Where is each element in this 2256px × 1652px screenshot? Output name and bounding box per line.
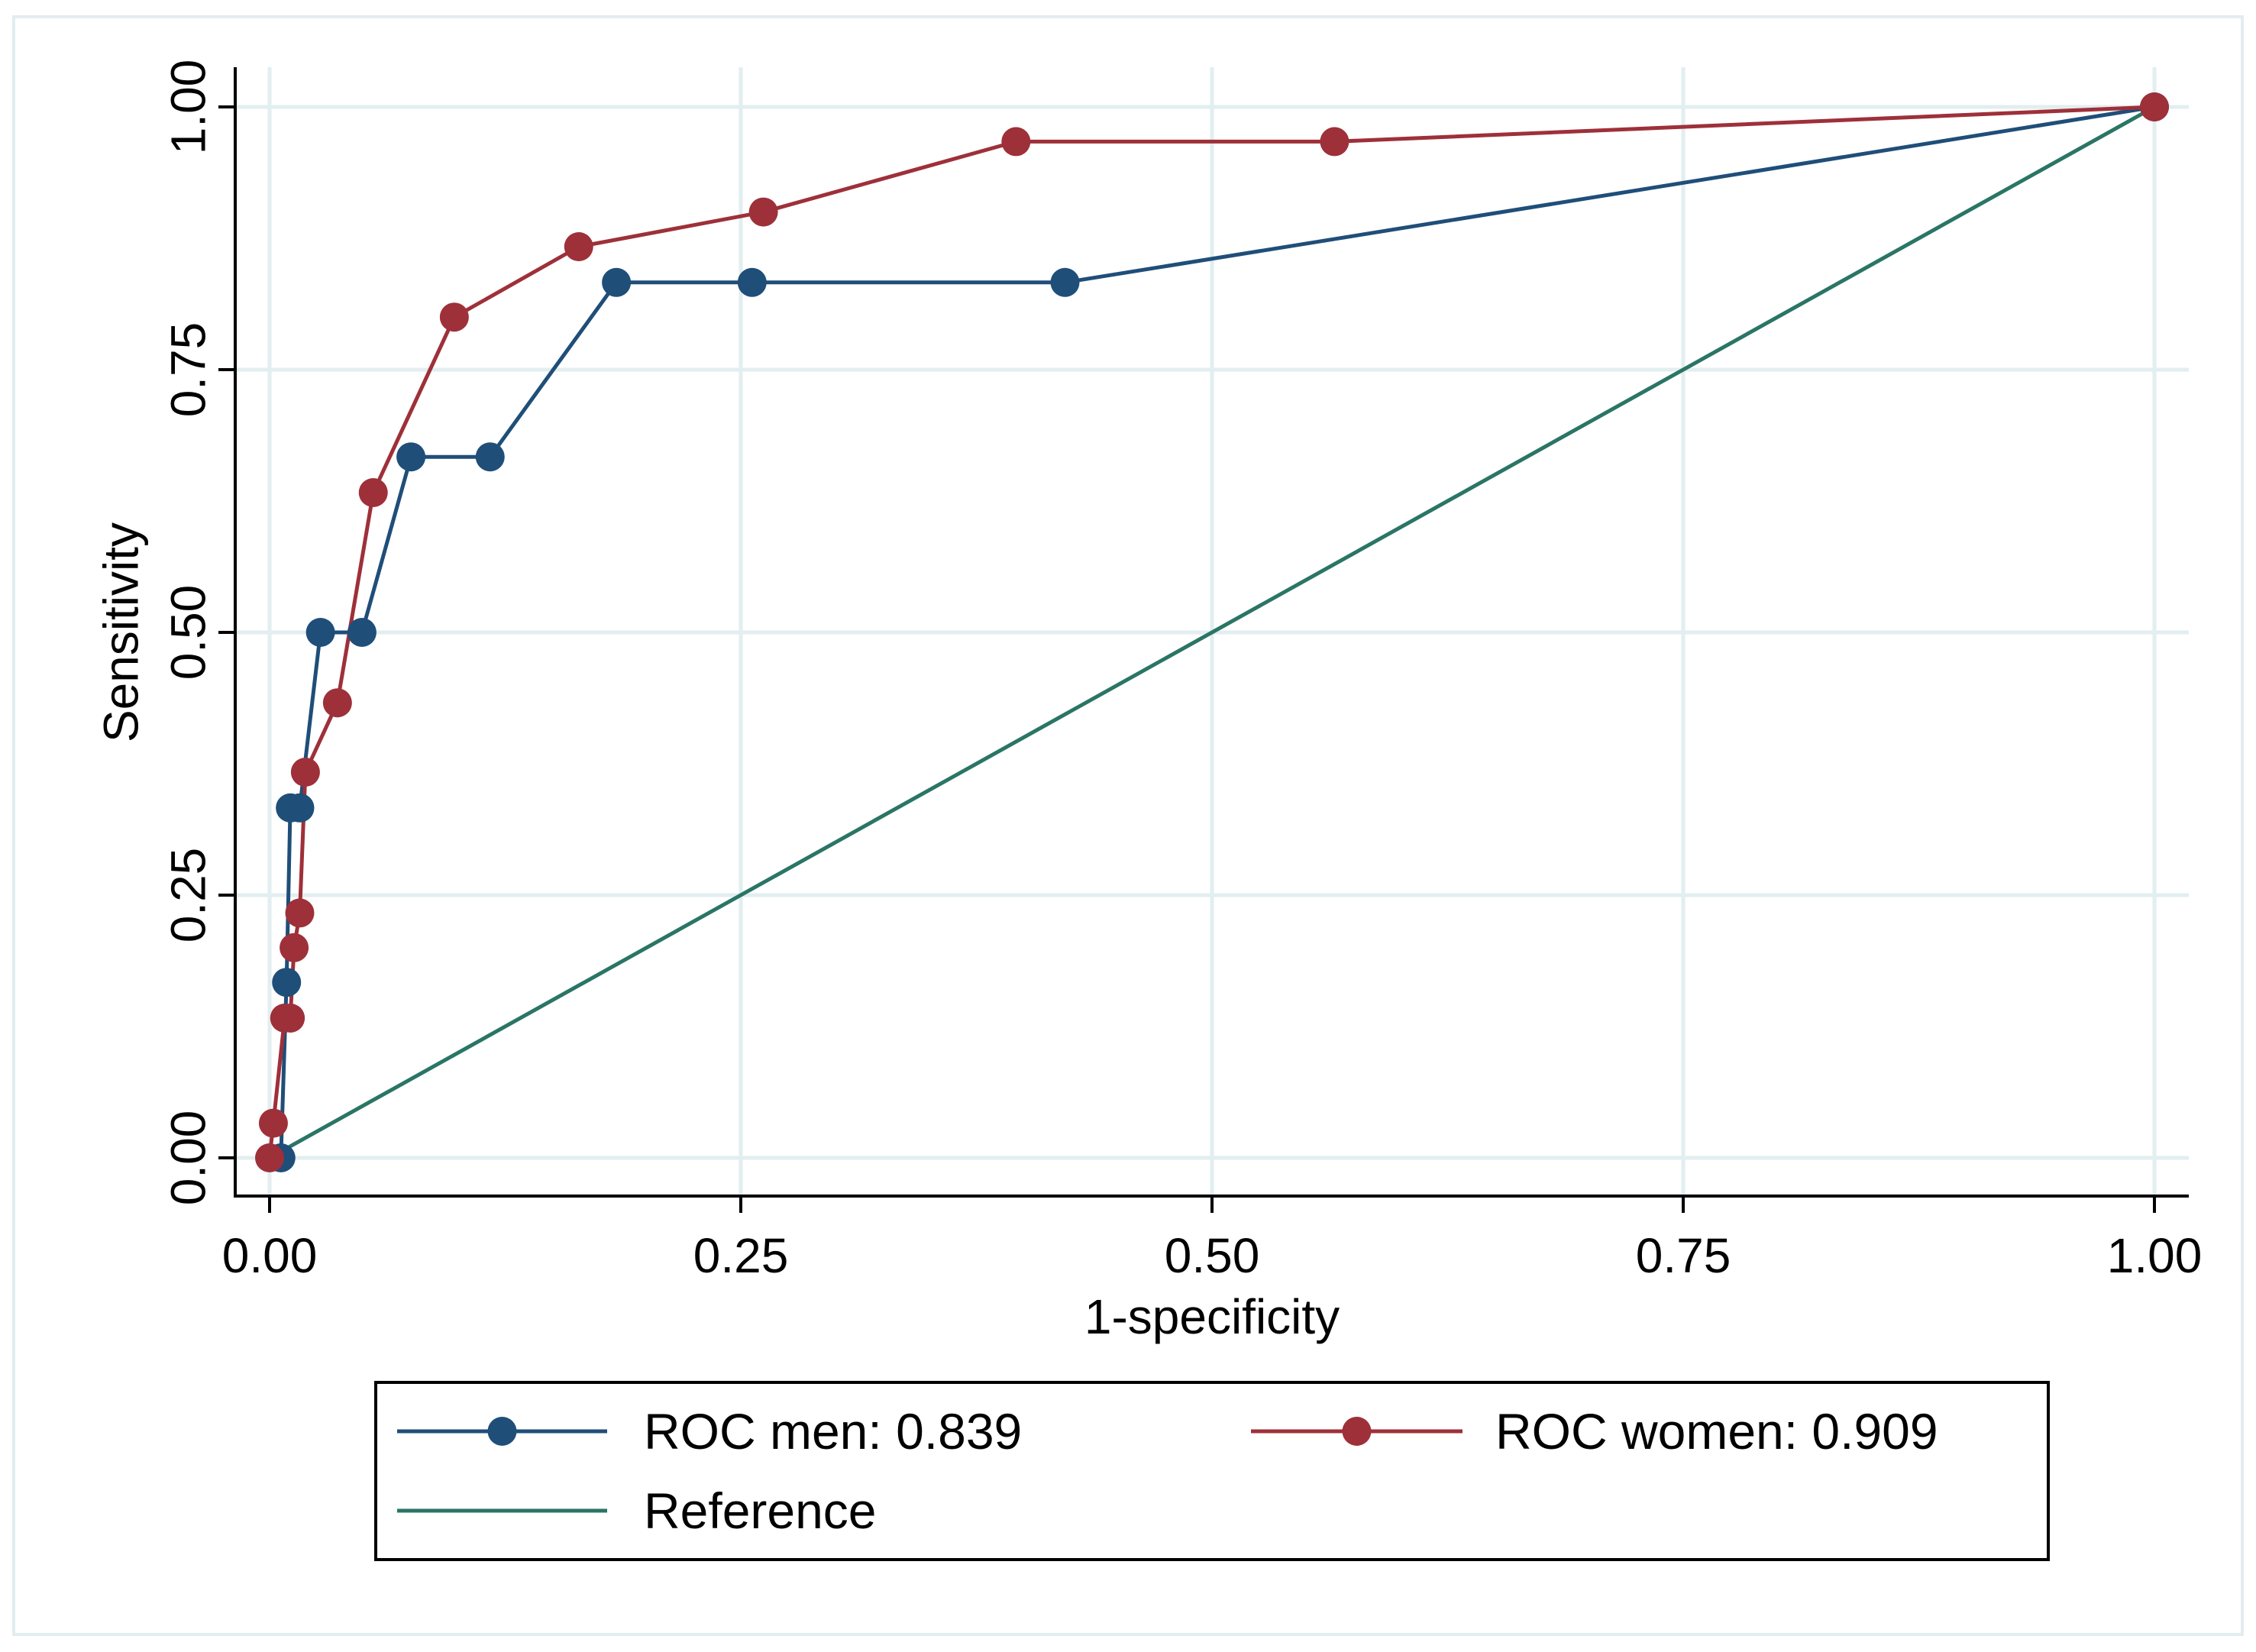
data-point-roc-women xyxy=(258,1108,288,1138)
tick-labels: 0.000.00 0.25 0.25 0.50 0.50 0.75 0.75 1.00 1.00 xyxy=(160,60,2202,1283)
data-point-roc-men xyxy=(305,618,335,647)
y-tick-label: 0.75 xyxy=(160,322,215,418)
data-point-roc-women xyxy=(439,302,469,332)
data-point-roc-women xyxy=(285,898,315,928)
y-tick-label: 0.50 xyxy=(160,585,215,681)
legend-label-roc-men: ROC men: 0.839 xyxy=(644,1403,1022,1460)
outer-frame xyxy=(12,15,2244,1636)
data-point-roc-women xyxy=(564,232,593,262)
series-points xyxy=(255,92,2169,1172)
legend-label-roc-women: ROC women: 0.909 xyxy=(1495,1403,1938,1460)
data-point-roc-women xyxy=(358,477,388,507)
data-point-roc-men xyxy=(737,267,767,297)
grid-lines xyxy=(235,67,2189,1196)
series-line-roc-men xyxy=(279,105,2155,1159)
data-point-roc-women xyxy=(1001,127,1031,157)
data-point-roc-men xyxy=(602,267,632,297)
data-point-roc-women xyxy=(748,197,778,227)
x-tick-label: 0.50 xyxy=(1165,1228,1260,1283)
data-point-roc-women xyxy=(322,688,352,718)
data-point-roc-men xyxy=(347,618,377,647)
y-tick-label: 1.00 xyxy=(160,60,215,155)
legend: ROC men: 0.839 ROC women: 0.909 Referenc… xyxy=(374,1381,2050,1561)
data-point-roc-women xyxy=(276,1003,305,1033)
y-tick-label: 0.25 xyxy=(160,848,215,943)
axes xyxy=(218,67,2189,1213)
data-point-roc-women xyxy=(255,1143,284,1172)
data-point-roc-men xyxy=(1050,267,1080,297)
y-axis-title: Sensitivity xyxy=(93,522,148,742)
x-tick-label: 1.00 xyxy=(2107,1228,2203,1283)
data-point-roc-men xyxy=(475,442,505,472)
data-point-roc-men xyxy=(285,793,315,823)
x-tick-label: 0.25 xyxy=(693,1228,789,1283)
legend-box xyxy=(374,1381,2050,1561)
x-axis-title: 1-specificity xyxy=(1084,1289,1340,1344)
data-point-roc-men xyxy=(272,968,302,997)
data-point-roc-women xyxy=(2140,92,2169,121)
x-tick-label: 0.75 xyxy=(1636,1228,1731,1283)
data-point-roc-women xyxy=(290,758,320,787)
legend-swatch-marker-roc-women xyxy=(1342,1417,1372,1446)
y-tick-label: 0.00 xyxy=(160,1110,215,1206)
legend-label-reference: Reference xyxy=(644,1482,877,1539)
data-point-roc-women xyxy=(1320,127,1349,157)
x-tick-label: 0.00 xyxy=(222,1228,318,1283)
legend-swatch-marker-roc-men xyxy=(487,1417,517,1446)
data-point-roc-women xyxy=(280,933,309,962)
data-point-roc-men xyxy=(396,442,426,472)
series-line-reference xyxy=(268,105,2156,1160)
